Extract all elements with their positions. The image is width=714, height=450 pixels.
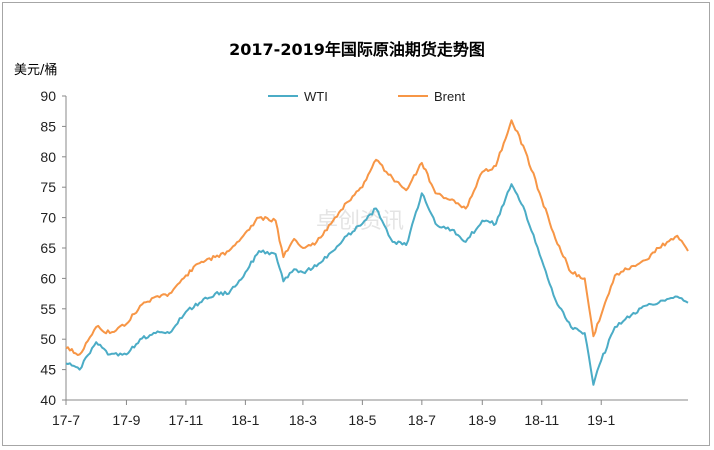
y-tick-label: 70 [40,210,56,226]
y-tick-label: 75 [40,179,56,195]
y-tick-label: 60 [40,270,56,286]
x-tick-label: 18-1 [231,412,259,428]
brent-line [65,119,689,356]
y-tick-labels: 40 45 50 55 60 65 70 75 80 85 90 [40,88,56,408]
y-tick-label: 90 [40,88,56,104]
chart-title: 2017-2019年国际原油期货走势图 [229,40,485,59]
watermark: 卓创资讯 [316,209,404,234]
wti-line [65,183,689,386]
y-tick-label: 40 [40,392,56,408]
y-axis-unit-label: 美元/桶 [14,63,57,78]
y-tick-label: 50 [40,331,56,347]
legend-wti-label: WTI [304,89,328,104]
y-tick-label: 85 [40,118,56,134]
watermark-text: 卓创资讯 [316,209,404,234]
x-tick-labels: 17-7 17-9 17-11 18-1 18-3 18-5 18-7 18-9 18-11 19… [52,412,615,428]
legend: WTI Brent [268,89,465,104]
y-tick-label: 80 [40,149,56,165]
x-tick-label: 19-1 [587,412,615,428]
series-lines [65,119,689,386]
y-tick-label: 55 [40,301,56,317]
x-tick-label: 18-11 [524,412,559,428]
x-tick-label: 18-7 [408,412,436,428]
x-tick-label: 17-7 [52,412,80,428]
x-tick-label: 18-3 [289,412,317,428]
axes [62,95,688,405]
x-tick-label: 18-9 [468,412,496,428]
y-tick-label: 65 [40,240,56,256]
y-tick-label: 45 [40,362,56,378]
x-tick-label: 18-5 [348,412,376,428]
x-tick-label: 17-9 [112,412,140,428]
legend-brent-label: Brent [434,89,465,104]
x-tick-label: 17-11 [169,412,204,428]
